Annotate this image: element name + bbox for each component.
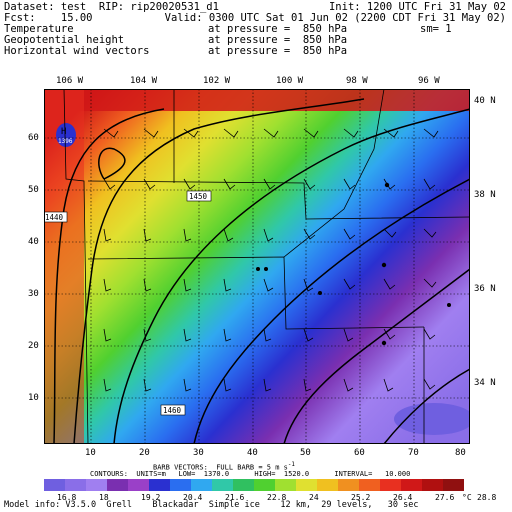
temperature-colorbar [44, 479, 464, 491]
colorbar-label: 24 [309, 493, 319, 502]
lon-label-106w: 106 W [56, 76, 84, 86]
warm-band-west [44, 89, 84, 444]
model-info: Model info: V3.5.0 Grell Blackadar Simpl… [4, 500, 419, 510]
grid-y-label-10: 10 [28, 393, 39, 403]
lat-label-38n: 38 N [474, 190, 496, 200]
field-name-temperature: Temperature [4, 23, 74, 35]
colorbar-swatch [65, 479, 87, 491]
colorbar-swatch [233, 479, 255, 491]
temperature-map: H 1396 1440 1450 1460 [44, 89, 470, 444]
station-dots [256, 182, 451, 346]
field-level-wind: at pressure = 850 hPa [208, 45, 348, 57]
temperature-field [44, 89, 470, 444]
contour-label-box-1450 [186, 190, 212, 202]
grid-x-label-50: 50 [300, 448, 311, 458]
colorbar-swatch [86, 479, 108, 491]
lon-label-98w: 98 W [346, 76, 368, 86]
colorbar-swatch [380, 479, 402, 491]
forecast-line: Fcst: 15.00 [4, 12, 93, 24]
barb-legend-text: BARB VECTORS: FULL BARB = 5 m s [153, 463, 288, 472]
lon-label-96w: 96 W [418, 76, 440, 86]
colorbar-label: 25.2 [351, 493, 371, 502]
grid-x-label-80: 80 [455, 448, 466, 458]
map-frame [44, 89, 470, 444]
colorbar-label: 18 [99, 493, 109, 502]
high-pressure-value: 1396 [58, 138, 73, 145]
contour-label-box-1460 [160, 404, 186, 416]
grid-y-label-20: 20 [28, 341, 39, 351]
colorbar-swatch [191, 479, 213, 491]
colorbar-swatch [149, 479, 171, 491]
colorbar-swatch [44, 479, 66, 491]
colorbar-label: 21.6 [225, 493, 245, 502]
field-name-height: Geopotential height [4, 34, 125, 46]
colorbar-swatch [275, 479, 297, 491]
colorbar-swatch [107, 479, 129, 491]
colorbar-swatch [443, 479, 464, 491]
colorbar-swatch [170, 479, 192, 491]
init-line: Init: 1200 UTC Fri 31 May 02 [328, 1, 506, 13]
colorbar-unit: °C [462, 493, 472, 502]
grid-x-label-20: 20 [139, 448, 150, 458]
lat-label-36n: 36 N [474, 284, 496, 294]
colorbar-label: 16.8 [57, 493, 77, 502]
grid-y-label-60: 60 [28, 133, 39, 143]
colorbar-swatch [212, 479, 234, 491]
contour-label-1450: 1450 [189, 192, 208, 201]
lon-label-102w: 102 W [203, 76, 231, 86]
contour-label-1460: 1460 [163, 406, 182, 415]
dataset-line: Dataset: test RIP: rip20020531_d1 [4, 1, 219, 13]
colorbar-label: 22.8 [267, 493, 287, 502]
grid-x-label-30: 30 [193, 448, 204, 458]
colorbar-swatch [359, 479, 381, 491]
grid-y-label-30: 30 [28, 289, 39, 299]
lon-label-104w: 104 W [130, 76, 158, 86]
colorbar-swatch [296, 479, 318, 491]
colorbar-label: 28.8 [477, 493, 497, 502]
colorbar-swatch [401, 479, 423, 491]
colorbar-label: 20.4 [183, 493, 203, 502]
grid-x-label-10: 10 [85, 448, 96, 458]
grid-x-label-60: 60 [354, 448, 365, 458]
height-contours [53, 98, 470, 444]
contour-label-1440: 1440 [45, 213, 64, 222]
field-level-temperature: at pressure = 850 hPa [208, 23, 348, 35]
grid-x-label-70: 70 [408, 448, 419, 458]
colorbar-swatch [422, 479, 444, 491]
barb-legend: BARB VECTORS: FULL BARB = 5 m s-1 [153, 462, 295, 471]
cold-core-high [56, 123, 76, 147]
contour-info: CONTOURS: UNITS=m LOW= 1370.0 HIGH= 1520… [90, 470, 411, 478]
colorbar-swatch [254, 479, 276, 491]
grid-y-label-50: 50 [28, 185, 39, 195]
high-pressure-marker: H [61, 127, 66, 137]
field-name-wind: Horizontal wind vectors [4, 45, 150, 57]
valid-line: Valid: 0300 UTC Sat 01 Jun 02 (2200 CDT … [164, 12, 506, 24]
grid-y-label-40: 40 [28, 237, 39, 247]
lat-label-34n: 34 N [474, 378, 496, 388]
grid-lines [44, 89, 470, 444]
colorbar-swatch [128, 479, 150, 491]
wind-barbs [103, 128, 439, 392]
colorbar-label: 27.6 [435, 493, 455, 502]
colorbar-label: 26.4 [393, 493, 413, 502]
warm-band-top [44, 89, 470, 111]
contour-label-box-1440 [44, 211, 68, 223]
colorbar-label: 19.2 [141, 493, 161, 502]
lon-label-100w: 100 W [276, 76, 304, 86]
colorbar-swatch [338, 479, 360, 491]
grid-x-label-40: 40 [247, 448, 258, 458]
lat-label-40n: 40 N [474, 96, 496, 106]
colorbar-swatch [317, 479, 339, 491]
smoothing-label: sm= 1 [420, 23, 452, 35]
field-level-height: at pressure = 850 hPa [208, 34, 348, 46]
barb-legend-exponent: -1 [287, 462, 295, 468]
